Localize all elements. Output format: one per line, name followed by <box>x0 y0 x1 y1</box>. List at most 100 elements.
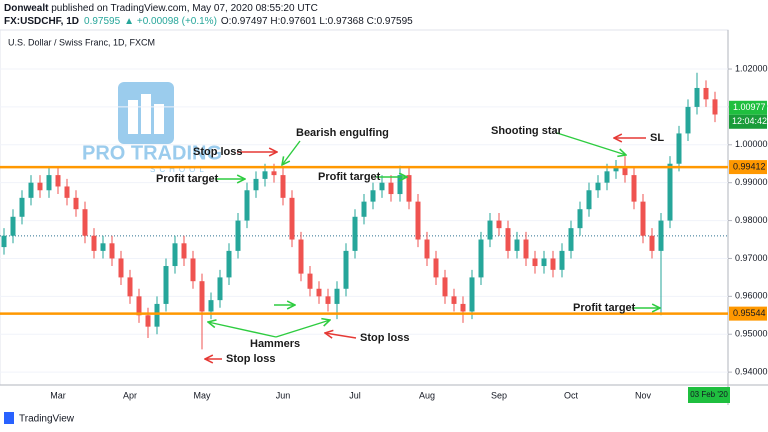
candle-body <box>433 258 439 278</box>
candle-body <box>298 239 304 274</box>
y-tick-label: 0.99000 <box>735 177 768 187</box>
candle-body <box>145 315 151 327</box>
candle-body <box>505 228 511 251</box>
candle-body <box>316 288 322 297</box>
footer: TradingView <box>4 412 75 425</box>
candle-body <box>82 209 88 236</box>
candle-body <box>595 182 601 191</box>
candle-body <box>658 220 664 251</box>
candle-body <box>379 182 385 191</box>
candle-body <box>622 167 628 176</box>
ohlc: O:0.97497 H:0.97601 L:0.97368 C:0.97595 <box>221 16 413 27</box>
level-label: 0.95544 <box>733 308 766 318</box>
candle-body <box>334 288 340 304</box>
candle-body <box>163 266 169 304</box>
candle-body <box>685 106 691 134</box>
annotation-arrow <box>275 320 330 338</box>
candle-body <box>91 235 97 251</box>
candle-body <box>361 201 367 217</box>
y-tick-label: 0.97000 <box>735 253 768 263</box>
crosshair-tag <box>729 114 767 129</box>
y-tick-label: 1.00000 <box>735 139 768 149</box>
candle-body <box>64 186 70 198</box>
x-tick-label: Jun <box>276 390 291 400</box>
annotation: Bearish engulfing <box>296 127 389 139</box>
annotation: SL <box>650 132 664 144</box>
watermark-title: PRO TRADING <box>82 142 222 164</box>
candle-body <box>253 178 259 191</box>
y-tick-label: 1.02000 <box>735 63 768 73</box>
level-tag <box>729 306 767 321</box>
annotation: Profit target <box>573 302 636 314</box>
candle-body <box>181 243 187 259</box>
candle-body <box>280 175 286 198</box>
candle-body <box>568 228 574 251</box>
chart-title: U.S. Dollar / Swiss Franc, 1D, FXCM <box>8 37 155 47</box>
candle-body <box>262 171 268 179</box>
annotation-arrow <box>325 333 357 338</box>
header-line-2: FX:USDCHF, 1D 0.97595 ▲ +0.00098 (+0.1%) O:… <box>4 16 413 27</box>
x-tick-label: Apr <box>123 390 137 400</box>
candle-body <box>343 250 349 289</box>
x-tick-label: Oct <box>564 390 579 400</box>
candle-body <box>37 182 43 191</box>
candle-body <box>577 209 583 229</box>
candle-body <box>478 239 484 278</box>
author: Donwealt <box>4 3 49 14</box>
candle-body <box>469 277 475 312</box>
candle-body <box>190 258 196 282</box>
candle-body <box>307 273 313 289</box>
x-tick-label: Aug <box>419 390 435 400</box>
logo-bar <box>154 104 164 134</box>
candle-body <box>496 220 502 229</box>
candle-body <box>514 239 520 251</box>
crosshair-date-tag <box>688 387 730 403</box>
last-price: 0.97595 <box>84 16 121 27</box>
candle-body <box>694 87 700 107</box>
candle-body <box>676 133 682 164</box>
logo-bar <box>128 100 138 134</box>
annotation: Stop loss <box>226 353 276 365</box>
annotation-arrow <box>556 132 626 155</box>
candle-body <box>100 243 106 251</box>
candle-body <box>640 201 646 236</box>
x-tick-label: Sep <box>491 390 507 400</box>
candle-body <box>541 258 547 267</box>
candle-body <box>649 235 655 251</box>
annotation: Shooting star <box>491 125 563 137</box>
candle-body <box>271 171 277 176</box>
candle-body <box>127 277 133 297</box>
x-tick-label: Mar <box>50 390 66 400</box>
annotation: Stop loss <box>193 146 243 158</box>
candle-body <box>217 277 223 301</box>
candle-body <box>388 182 394 195</box>
candle-body <box>370 190 376 202</box>
change: ▲ +0.00098 (+0.1%) <box>124 16 217 27</box>
candle-body <box>487 220 493 240</box>
candle-body <box>586 190 592 210</box>
candle-body <box>604 171 610 183</box>
candle-body <box>154 303 160 327</box>
candle-body <box>532 258 538 267</box>
annotation: Hammers <box>250 338 300 350</box>
candle-body <box>451 296 457 304</box>
candle-body <box>397 175 403 195</box>
level-label: 0.99412 <box>733 161 766 171</box>
candle-body <box>235 220 241 251</box>
y-tick-label: 0.94000 <box>735 366 768 376</box>
crosshair-date: 03 Feb '20 <box>690 390 728 399</box>
candle-body <box>244 190 250 221</box>
watermark-logo: PRO TRADING SCHOOL <box>82 82 222 174</box>
candle-body <box>55 175 61 187</box>
header-line-1: Donwealt published on TradingView.com, M… <box>4 3 318 14</box>
candle-body <box>550 258 556 270</box>
candle-body <box>613 167 619 172</box>
candle-body <box>19 197 25 217</box>
candle-body <box>199 281 205 312</box>
crosshair-time: 12:04:42 <box>732 116 767 126</box>
candle-body <box>667 163 673 221</box>
level-tag <box>729 160 767 175</box>
x-tick-label: Nov <box>635 390 652 400</box>
